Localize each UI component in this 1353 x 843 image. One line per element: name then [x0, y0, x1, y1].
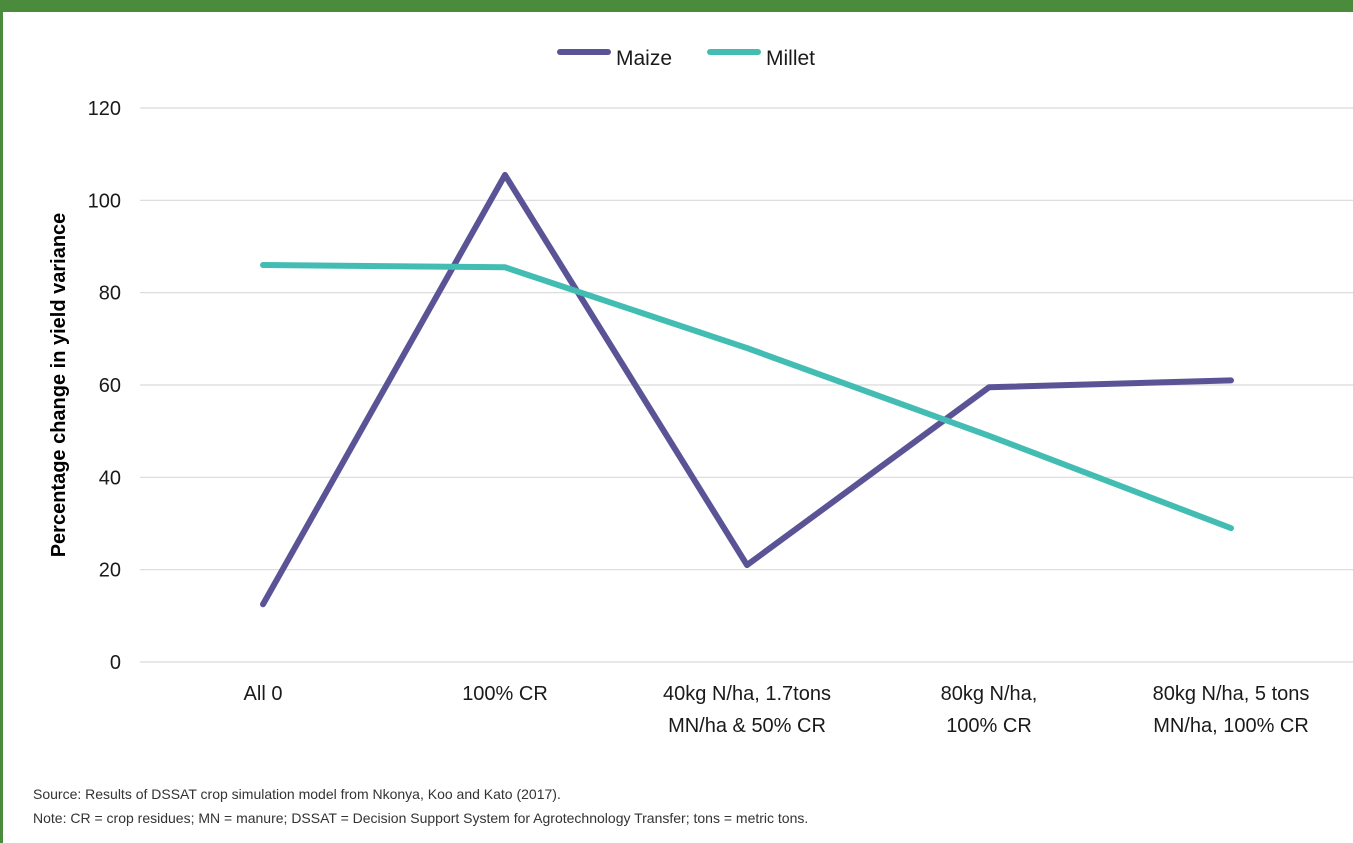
y-tick-label: 80: [99, 283, 121, 305]
series-lines: [260, 171, 1234, 608]
y-tick-label: 100: [88, 190, 121, 212]
line-chart: 0 20 40 60 80 100 120 All 0 100% CR 40kg N/ha, 1…: [48, 47, 1353, 737]
abbreviations-note: Note: CR = crop residues; MN = manure; D…: [33, 810, 809, 826]
x-tick-label: 80kg N/ha, 100% CR: [941, 683, 1038, 737]
x-axis-ticks: All 0 100% CR 40kg N/ha, 1.7tons MN/ha & 50…: [244, 683, 1310, 737]
left-accent-border: [0, 0, 3, 843]
y-tick-label: 40: [99, 467, 121, 489]
x-tick-label: All 0: [244, 683, 283, 705]
legend: Maize Millet: [557, 47, 815, 70]
y-tick-label: 20: [99, 560, 121, 582]
y-axis-label: Percentage change in yield variance: [48, 213, 70, 558]
x-tick-label: 40kg N/ha, 1.7tons MN/ha & 50% CR: [663, 683, 831, 737]
y-tick-label: 0: [110, 652, 121, 674]
y-tick-label: 60: [99, 375, 121, 397]
chart-notes: Source: Results of DSSAT crop simulation…: [33, 782, 808, 830]
y-axis-ticks: 0 20 40 60 80 100 120: [88, 98, 121, 674]
x-tick-label: 100% CR: [462, 683, 548, 705]
legend-label-millet: Millet: [766, 47, 815, 70]
top-accent-bar: [0, 0, 1353, 12]
x-tick-label: 80kg N/ha, 5 tons MN/ha, 100% CR: [1153, 683, 1310, 737]
source-note: Source: Results of DSSAT crop simulation…: [33, 786, 561, 802]
series-line-millet: [260, 261, 1234, 532]
y-tick-label: 120: [88, 98, 121, 120]
series-line-maize: [260, 171, 1234, 608]
grid-lines: [140, 107, 1353, 663]
legend-label-maize: Maize: [616, 47, 672, 70]
